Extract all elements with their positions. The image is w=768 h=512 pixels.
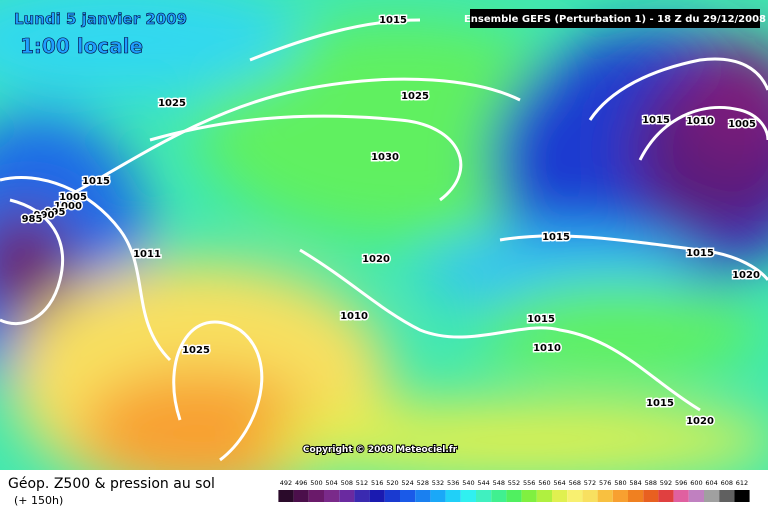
colorbar-label: 540 <box>462 479 474 487</box>
colorbar-swatch <box>734 490 750 502</box>
map <box>0 0 768 470</box>
colorbar-label: 556 <box>523 479 535 487</box>
colorbar-label: 612 <box>736 479 748 487</box>
colorbar-label: 544 <box>477 479 489 487</box>
colorbar-label: 588 <box>645 479 657 487</box>
copyright: Copyright © 2008 Meteociel.fr <box>303 445 458 455</box>
colorbar-swatch <box>521 490 537 502</box>
isobar-label: 1005 <box>59 192 87 203</box>
colorbar-label: 596 <box>675 479 687 487</box>
colorbar-label: 528 <box>417 479 429 487</box>
isobar-label: 995 <box>45 207 66 218</box>
colorbar-swatch <box>339 490 355 502</box>
colorbar-swatch <box>704 490 720 502</box>
isobar-label: 1025 <box>158 98 186 109</box>
colorbar-label: 600 <box>690 479 702 487</box>
colorbar-swatch <box>354 490 370 502</box>
isobar-label: 1015 <box>527 314 555 325</box>
colorbar-label: 576 <box>599 479 611 487</box>
colorbar-swatch <box>369 490 385 502</box>
forecast-time: 1:00 locale <box>20 34 143 58</box>
isobar-label: 1030 <box>371 152 399 163</box>
isobar-label: 1011 <box>133 249 161 260</box>
colorbar-swatch <box>719 490 735 502</box>
colorbar-label: 608 <box>721 479 733 487</box>
isobar-label: 1015 <box>82 176 110 187</box>
colorbar-swatch <box>400 490 416 502</box>
colorbar-swatch <box>445 490 461 502</box>
colorbar-label: 592 <box>660 479 672 487</box>
isobar-label: 1025 <box>182 345 210 356</box>
colorbar-label: 532 <box>432 479 444 487</box>
colorbar-swatch <box>506 490 522 502</box>
colorbar-label: 564 <box>553 479 565 487</box>
colorbar-swatch <box>430 490 446 502</box>
isobar-label: 1010 <box>686 116 714 127</box>
colorbar-swatch <box>278 490 294 502</box>
colorbar-label: 524 <box>401 479 413 487</box>
colorbar-swatch <box>476 490 492 502</box>
colorbar-swatch <box>643 490 659 502</box>
colorbar-label: 516 <box>371 479 383 487</box>
colorbar-label: 500 <box>310 479 322 487</box>
colorbar-swatch <box>612 490 628 502</box>
isobar-label: 1020 <box>362 254 390 265</box>
colorbar-swatch <box>491 490 507 502</box>
colorbar-label: 520 <box>386 479 398 487</box>
colorbar-swatch <box>552 490 568 502</box>
colorbar-swatch <box>688 490 704 502</box>
colorbar-swatch <box>384 490 400 502</box>
colorbar-label: 536 <box>447 479 459 487</box>
isobar-label: 1015 <box>642 115 670 126</box>
isobar-label: 1010 <box>340 311 368 322</box>
colorbar-label: 512 <box>356 479 368 487</box>
isobar-label: 985 <box>22 214 43 225</box>
colorbar-swatch <box>460 490 476 502</box>
isobar-label: 1010 <box>533 343 561 354</box>
isobar-label: 1020 <box>686 416 714 427</box>
isobar-label: 1000 <box>54 201 82 212</box>
isobar-label: 1015 <box>686 248 714 259</box>
forecast-date: Lundi 5 janvier 2009 <box>14 10 187 28</box>
colorbar-swatch <box>293 490 309 502</box>
isobar-label: 1015 <box>542 232 570 243</box>
colorbar-label: 584 <box>629 479 641 487</box>
colorbar-swatch <box>536 490 552 502</box>
run-box <box>470 9 760 28</box>
isobars-lines <box>0 18 768 462</box>
isobar-label: 1025 <box>401 91 429 102</box>
colorbar-swatch <box>324 490 340 502</box>
isobar-label: 990 <box>34 210 55 221</box>
colorbar-label: 572 <box>584 479 596 487</box>
colorbar-label: 604 <box>705 479 717 487</box>
colorbar-swatch <box>308 490 324 502</box>
isobar-label: 1015 <box>646 398 674 409</box>
isobar-label: 1020 <box>732 270 760 281</box>
colorbar-swatch <box>567 490 583 502</box>
footer-subtitle: (+ 150h) <box>14 494 63 507</box>
colorbar-label: 580 <box>614 479 626 487</box>
colorbar-label: 496 <box>295 479 307 487</box>
run-info: Ensemble GEFS (Perturbation 1) - 18 Z du… <box>464 14 766 25</box>
footer-title: Géop. Z500 & pression au sol <box>8 476 215 492</box>
colorbar-swatch <box>415 490 431 502</box>
colorbar-label: 560 <box>538 479 550 487</box>
isobar-label: 1005 <box>728 119 756 130</box>
colorbar-label: 504 <box>325 479 337 487</box>
isobar-label: 1015 <box>379 15 407 26</box>
colorbar-label: 552 <box>508 479 520 487</box>
colorbar-swatch <box>658 490 674 502</box>
colorbar-swatch <box>673 490 689 502</box>
colorbar-label: 568 <box>569 479 581 487</box>
colorbar-label: 492 <box>280 479 292 487</box>
colorbar-swatch <box>582 490 598 502</box>
colorbar-label: 548 <box>493 479 505 487</box>
colorbar-swatch <box>628 490 644 502</box>
colorbar-label: 508 <box>341 479 353 487</box>
colorbar-swatch <box>597 490 613 502</box>
